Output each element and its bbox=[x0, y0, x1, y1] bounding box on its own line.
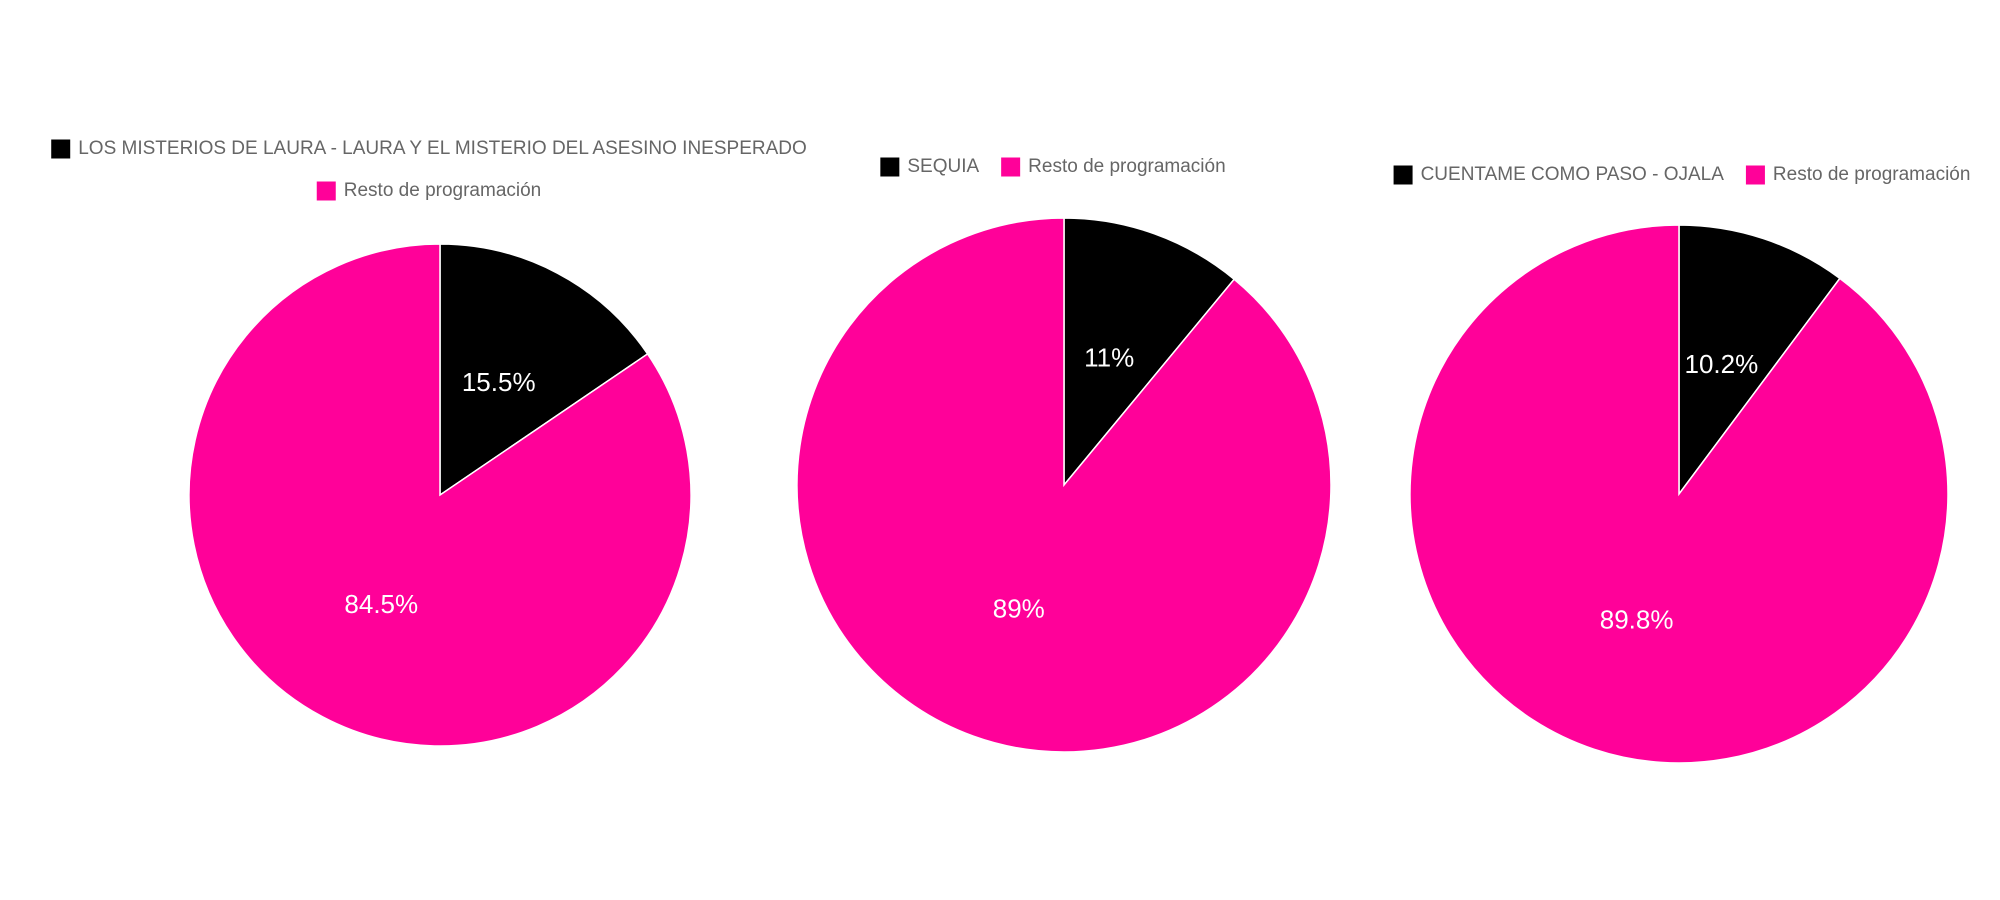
slice-label: 84.5% bbox=[344, 589, 418, 619]
legend-label: Resto de programación bbox=[1773, 164, 1971, 185]
legend-swatch bbox=[880, 157, 900, 177]
legend-label: Resto de programación bbox=[344, 180, 542, 201]
legend-label: CUENTAME COMO PASO - OJALA bbox=[1421, 164, 1725, 185]
slice-label: 11% bbox=[1084, 342, 1134, 372]
slice-label: 15.5% bbox=[462, 367, 536, 397]
legend-swatch bbox=[316, 181, 336, 201]
legend-label: Resto de programación bbox=[1028, 156, 1226, 177]
pie-slice bbox=[1063, 217, 1236, 488]
pie-slice bbox=[188, 243, 692, 747]
legend-label: LOS MISTERIOS DE LAURA - LAURA Y EL MIST… bbox=[78, 138, 807, 159]
slice-label: 89% bbox=[993, 593, 1045, 623]
pie-slice bbox=[1678, 224, 1841, 497]
legend-swatch bbox=[1001, 157, 1021, 177]
legend-label: SEQUIA bbox=[907, 156, 979, 177]
slice-label: 89.8% bbox=[1600, 605, 1674, 635]
legend-swatch bbox=[1745, 165, 1765, 185]
slice-label: 10.2% bbox=[1684, 349, 1758, 379]
pie-slice bbox=[1409, 224, 1949, 764]
legend-swatch bbox=[51, 139, 71, 159]
pie-slice bbox=[439, 243, 649, 497]
legend-swatch bbox=[1393, 165, 1413, 185]
pie-slice bbox=[796, 217, 1332, 753]
